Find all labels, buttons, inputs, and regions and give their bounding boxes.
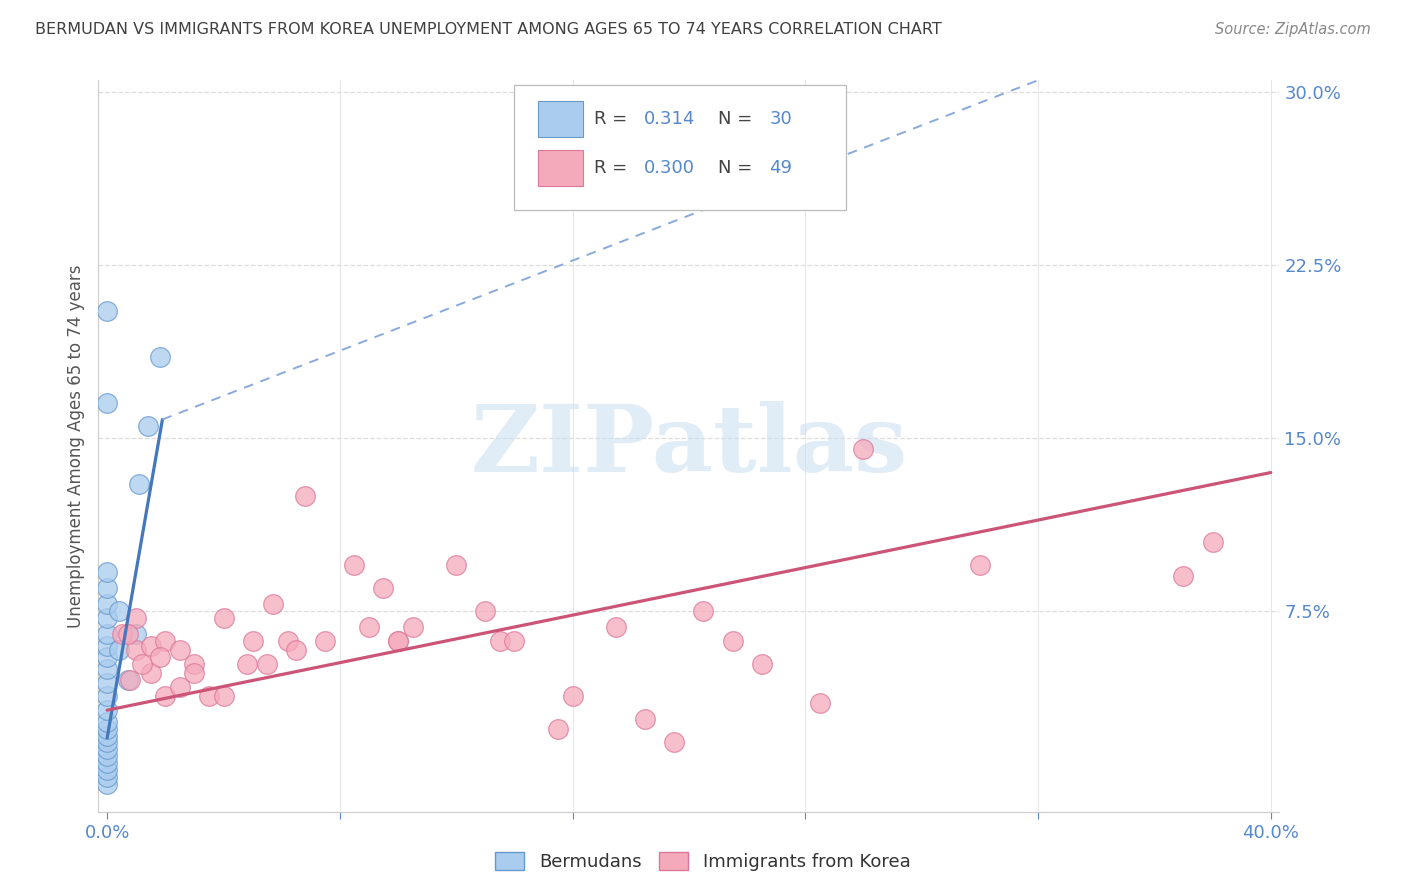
Text: 0.300: 0.300 [644, 159, 695, 177]
Point [96, 722, 118, 736]
Point [96, 763, 118, 777]
Point [96, 777, 118, 791]
Point [96, 304, 118, 318]
Point [751, 657, 773, 671]
Point [276, 634, 298, 648]
Point [183, 657, 205, 671]
Point [212, 690, 235, 704]
Point [155, 690, 177, 704]
Point [721, 634, 744, 648]
Point [96, 396, 118, 410]
Point [285, 643, 308, 657]
Point [547, 722, 569, 736]
Point [136, 419, 159, 434]
Point [139, 639, 162, 653]
Point [125, 643, 148, 657]
Point [664, 735, 686, 749]
Point [357, 620, 380, 634]
Point [96, 714, 118, 729]
Point [139, 666, 162, 681]
Point [96, 611, 118, 625]
Point [96, 749, 118, 764]
Point [96, 565, 118, 579]
Point [96, 770, 118, 784]
Text: R =: R = [595, 110, 634, 128]
Point [148, 650, 170, 665]
Point [474, 604, 496, 618]
Point [692, 604, 714, 618]
Point [634, 713, 657, 727]
Point [387, 634, 409, 648]
Bar [537, 102, 582, 136]
Text: N =: N = [718, 110, 758, 128]
Point [96, 639, 118, 653]
Point [125, 627, 148, 641]
Point [128, 477, 150, 491]
Text: Source: ZipAtlas.com: Source: ZipAtlas.com [1215, 22, 1371, 37]
Text: N =: N = [718, 159, 758, 177]
Point [343, 558, 366, 572]
Point [242, 634, 264, 648]
Text: BERMUDAN VS IMMIGRANTS FROM KOREA UNEMPLOYMENT AMONG AGES 65 TO 74 YEARS CORRELA: BERMUDAN VS IMMIGRANTS FROM KOREA UNEMPL… [35, 22, 942, 37]
Point [96, 756, 118, 771]
Point [131, 657, 153, 671]
Point [808, 696, 831, 710]
Point [605, 620, 627, 634]
Point [96, 742, 118, 756]
Point [256, 657, 278, 671]
Point [96, 690, 118, 704]
Point [96, 675, 118, 690]
Point [169, 643, 191, 657]
Point [96, 581, 118, 595]
Point [117, 673, 139, 688]
Point [969, 558, 991, 572]
Point [96, 650, 118, 665]
Point [198, 690, 221, 704]
Point [1173, 569, 1195, 583]
Legend: Bermudans, Immigrants from Korea: Bermudans, Immigrants from Korea [488, 845, 918, 879]
Point [387, 634, 409, 648]
Point [294, 489, 316, 503]
Point [107, 643, 129, 657]
Point [314, 634, 336, 648]
Point [125, 611, 148, 625]
Point [96, 662, 118, 676]
Point [148, 350, 170, 364]
FancyBboxPatch shape [515, 86, 846, 211]
Point [1201, 534, 1223, 549]
Point [444, 558, 467, 572]
Text: 49: 49 [769, 159, 792, 177]
Point [107, 604, 129, 618]
Point [155, 634, 177, 648]
Point [169, 680, 191, 694]
Text: 30: 30 [769, 110, 792, 128]
Text: ZIPatlas: ZIPatlas [471, 401, 907, 491]
Point [96, 627, 118, 641]
Point [852, 442, 875, 457]
Point [96, 735, 118, 749]
Point [117, 627, 139, 641]
Point [262, 597, 284, 611]
Point [373, 581, 395, 595]
Point [401, 620, 423, 634]
Point [120, 673, 142, 688]
Y-axis label: Unemployment Among Ages 65 to 74 years: Unemployment Among Ages 65 to 74 years [66, 264, 84, 628]
Text: 0.314: 0.314 [644, 110, 696, 128]
Text: R =: R = [595, 159, 634, 177]
Point [489, 634, 512, 648]
Point [96, 729, 118, 743]
Bar [537, 151, 582, 186]
Point [96, 703, 118, 717]
Point [96, 597, 118, 611]
Point [236, 657, 259, 671]
Point [561, 690, 583, 704]
Point [111, 627, 134, 641]
Point [183, 666, 205, 681]
Point [212, 611, 235, 625]
Point [503, 634, 526, 648]
